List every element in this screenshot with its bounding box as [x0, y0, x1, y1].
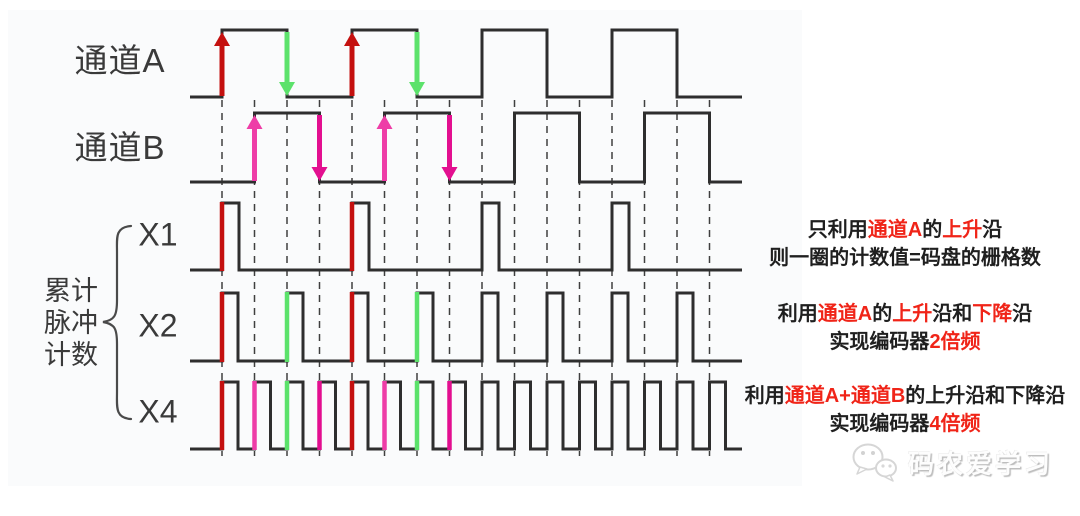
- falling-edge-arrow-head: [409, 82, 425, 96]
- wave-x4: [190, 380, 742, 451]
- highlighted-red-text: 通道A: [867, 219, 923, 241]
- plain-text: 沿: [1012, 303, 1033, 325]
- x4-label: X4: [138, 393, 178, 430]
- channel-a-label: 通道A: [74, 42, 166, 79]
- rising-edge-arrow-head: [246, 115, 263, 129]
- highlighted-red-text: 上升: [942, 219, 983, 241]
- caption-line: 计数: [44, 340, 98, 370]
- plain-text: 的: [872, 303, 893, 325]
- caption-line: 累计: [44, 276, 98, 306]
- annotation-line: 则一圈的计数值=码盘的栅格数: [740, 244, 1070, 272]
- x2-annotation: 利用通道A的上升沿和下降沿 实现编码器2倍频: [740, 300, 1070, 356]
- highlighted-red-text: 4倍频: [929, 413, 981, 435]
- highlighted-red-text: 下降: [972, 303, 1013, 325]
- plain-text: 利用: [777, 303, 818, 325]
- diagram-panel: [8, 10, 802, 486]
- plain-text: 则一圈的计数值=码盘的栅格数: [769, 247, 1041, 269]
- watermark: 码农爱学习: [848, 440, 1053, 484]
- highlighted-red-text: 通道A: [817, 303, 873, 325]
- plain-text: 的: [922, 219, 943, 241]
- wechat-bubbles-icon: [852, 443, 897, 482]
- x2-label: X2: [138, 307, 178, 344]
- annotation-line: 实现编码器4倍频: [740, 410, 1070, 438]
- annotation-line: 实现编码器2倍频: [740, 328, 1070, 356]
- highlighted-red-text: 通道A+通道B: [784, 385, 906, 407]
- wave-channel-a: [190, 28, 742, 99]
- plain-text: 实现编码器: [829, 413, 930, 435]
- x1-label: X1: [138, 216, 178, 253]
- highlighted-red-text: 上升: [892, 303, 933, 325]
- rising-edge-arrow-head: [344, 32, 360, 46]
- x4-annotation: 利用通道A+通道B的上升沿和下降沿 实现编码器4倍频: [740, 382, 1070, 438]
- channel-b-label: 通道B: [74, 129, 166, 166]
- annotation-line: 只利用通道A的上升沿: [740, 216, 1070, 244]
- pulse-count-caption: 累计 脉冲 计数: [42, 275, 100, 371]
- plain-text: 利用: [744, 385, 785, 407]
- plain-text: 沿和: [932, 303, 973, 325]
- rising-edge-arrow-head: [214, 32, 230, 46]
- rising-edge-arrow-head: [376, 115, 393, 129]
- caption-line: 脉冲: [44, 308, 98, 338]
- falling-edge-arrow-head: [441, 167, 458, 181]
- plain-text: 沿: [982, 219, 1003, 241]
- falling-edge-arrow-head: [279, 82, 295, 96]
- wave-x1: [190, 201, 742, 272]
- curly-brace: [102, 224, 133, 421]
- x1-annotation: 只利用通道A的上升沿则一圈的计数值=码盘的栅格数: [740, 216, 1070, 272]
- wave-channel-b: [190, 111, 742, 184]
- annotation-line: 利用通道A的上升沿和下降沿: [740, 300, 1070, 328]
- annotation-line: 利用通道A+通道B的上升沿和下降沿: [740, 382, 1070, 410]
- plain-text: 只利用: [807, 219, 868, 241]
- plain-text: 实现编码器: [829, 331, 930, 353]
- falling-edge-arrow-head: [311, 167, 328, 181]
- watermark-text: 码农爱学习: [908, 448, 1054, 479]
- plain-text: 的上升沿和下降沿: [905, 385, 1066, 407]
- highlighted-red-text: 2倍频: [929, 331, 981, 353]
